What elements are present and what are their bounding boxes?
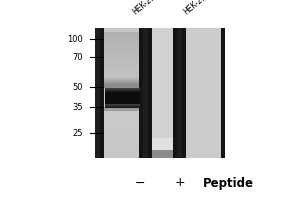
Text: Peptide: Peptide: [202, 176, 253, 190]
Text: HEK-293: HEK-293: [130, 0, 160, 17]
Text: 25: 25: [72, 129, 83, 138]
Text: +: +: [175, 176, 185, 190]
Text: 100: 100: [67, 34, 82, 44]
Text: 50: 50: [72, 82, 83, 92]
Text: 35: 35: [72, 102, 83, 112]
Text: HEK-293: HEK-293: [182, 0, 212, 17]
Text: 70: 70: [72, 52, 83, 62]
Text: −: −: [134, 176, 145, 190]
